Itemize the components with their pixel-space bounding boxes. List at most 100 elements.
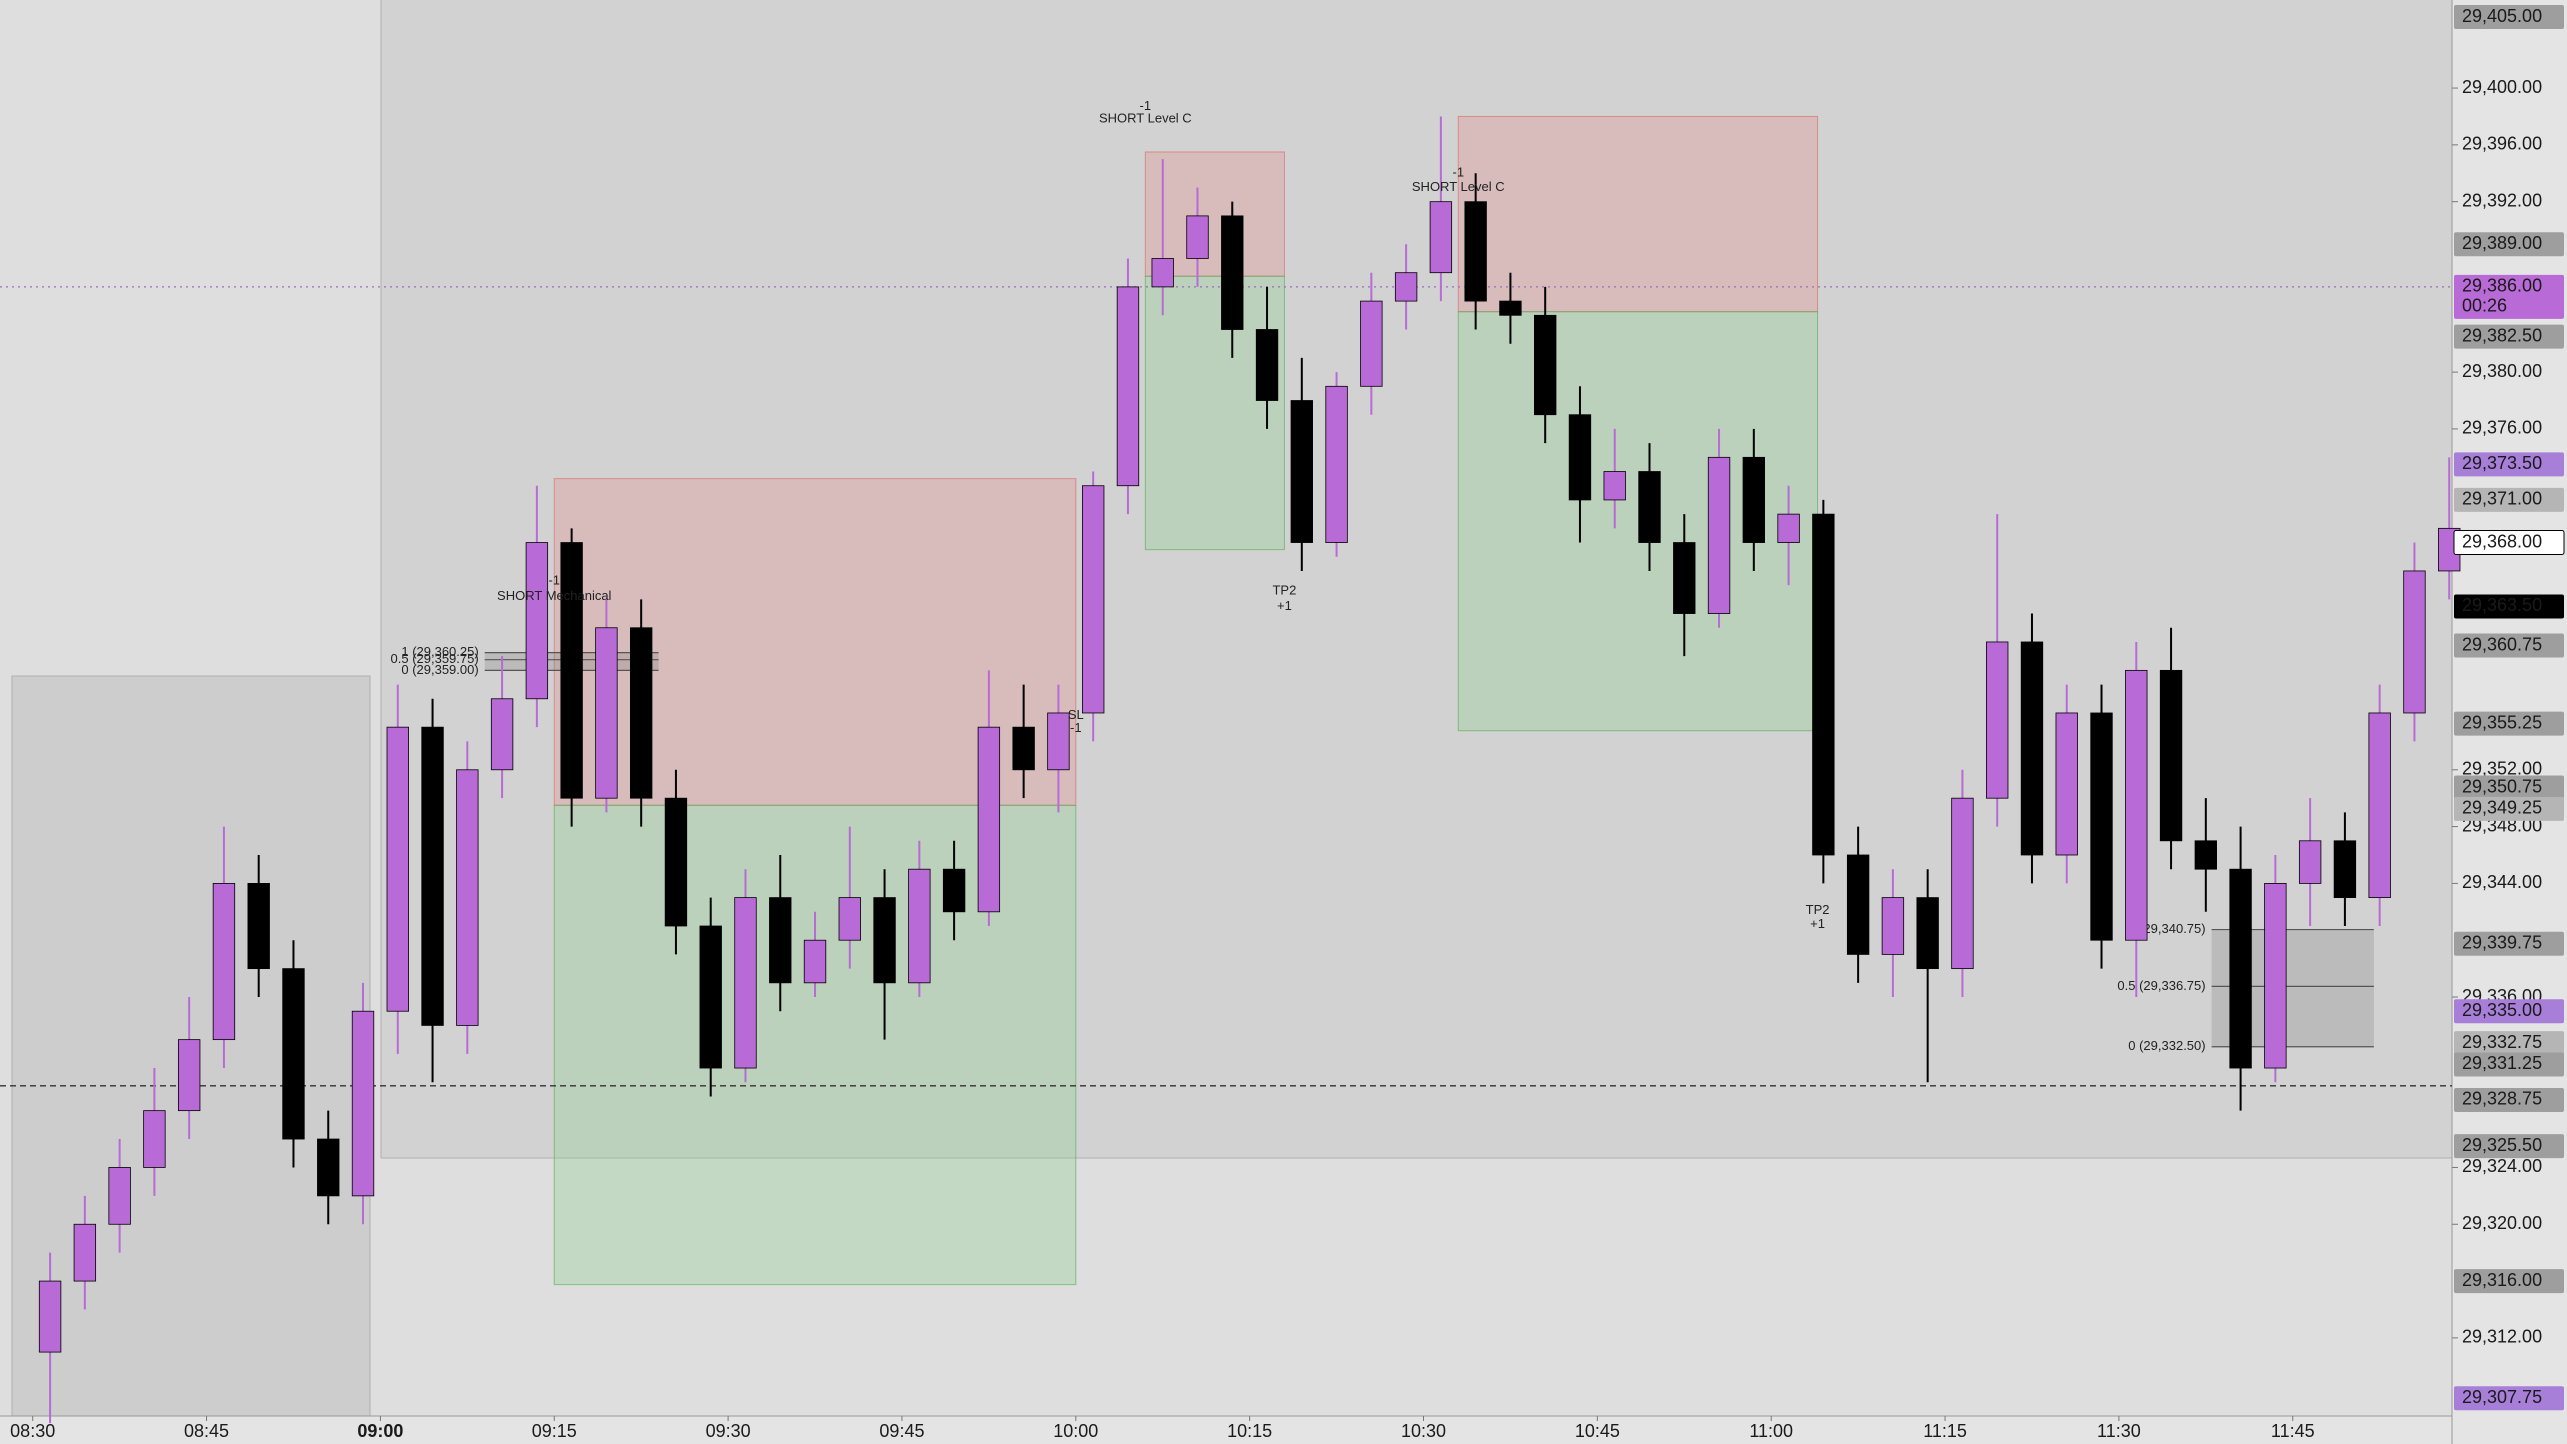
price-label: 29,373.50 xyxy=(2462,453,2542,473)
candle-body xyxy=(1568,414,1592,501)
y-tick-label: 29,396.00 xyxy=(2462,134,2542,154)
fib-label: 1 (29,360.25) xyxy=(401,644,478,659)
fib-label: 0.5 (29,336.75) xyxy=(2117,978,2205,993)
x-tick-label: 10:45 xyxy=(1575,1421,1620,1441)
candle-body xyxy=(1186,215,1209,259)
fib-label: 0 (29,359.00) xyxy=(401,662,478,677)
x-tick-label: 10:30 xyxy=(1401,1421,1446,1441)
candle-body xyxy=(1325,385,1348,543)
x-tick-label: 08:30 xyxy=(10,1421,55,1441)
price-label-box xyxy=(2454,324,2564,349)
candle-body xyxy=(2020,641,2044,856)
price-label: 29,339.75 xyxy=(2462,933,2542,953)
y-tick-label: 29,344.00 xyxy=(2462,872,2542,892)
candle-body xyxy=(38,1280,62,1353)
x-tick-label: 10:00 xyxy=(1053,1421,1098,1441)
candle-body xyxy=(2159,669,2183,842)
x-tick-label: 09:45 xyxy=(879,1421,924,1441)
candle-body xyxy=(73,1223,97,1282)
candle-body xyxy=(1846,854,1870,955)
candle-body xyxy=(177,1039,201,1112)
candle-body xyxy=(1777,513,1800,543)
candle-body xyxy=(143,1110,166,1168)
candle-body xyxy=(873,897,896,984)
y-tick-label: 29,312.00 xyxy=(2462,1327,2542,1347)
price-label: 29,349.25 xyxy=(2462,798,2542,818)
candle-body xyxy=(1534,314,1557,416)
x-tick-label: 08:45 xyxy=(184,1421,229,1441)
candle-body xyxy=(838,897,861,941)
candle-body xyxy=(212,883,236,1041)
fib-label: 0.5 (29,359.75) xyxy=(391,651,479,666)
annotation: SHORT Level C xyxy=(1099,111,1192,126)
candle-body xyxy=(2194,840,2218,870)
candle-body xyxy=(2333,840,2357,899)
x-tick-label: 10:15 xyxy=(1227,1421,1272,1441)
candle-body xyxy=(769,897,792,984)
annotation: SHORT Mechanical xyxy=(497,588,612,603)
candle-body xyxy=(2368,712,2391,899)
annotation: TP2 xyxy=(1806,902,1830,917)
price-label-box xyxy=(2454,1134,2564,1159)
y-tick-label: 29,392.00 xyxy=(2462,190,2542,210)
price-label: 29,355.25 xyxy=(2462,712,2542,732)
candle-body xyxy=(734,897,757,1069)
candle-body xyxy=(1812,513,1835,856)
price-label: 29,386.00 xyxy=(2462,276,2542,296)
candle-body xyxy=(2229,868,2252,1069)
candle-body xyxy=(2403,570,2426,714)
candle-body xyxy=(1638,471,1661,543)
candle-body xyxy=(247,883,270,970)
candle-body xyxy=(1464,201,1487,302)
candle-body xyxy=(456,769,479,1026)
price-label: 29,350.75 xyxy=(2462,776,2542,796)
candle-body xyxy=(803,939,827,984)
price-label: 29,360.75 xyxy=(2462,634,2542,654)
candle-body xyxy=(490,698,514,771)
session-box xyxy=(381,0,2452,1158)
x-tick-label: 11:00 xyxy=(1749,1421,1793,1441)
candle-body xyxy=(1916,897,1939,970)
candle-body xyxy=(1221,215,1244,330)
price-label-box xyxy=(2454,796,2564,821)
candle-body xyxy=(2264,883,2287,1069)
candle-body xyxy=(317,1138,340,1197)
candle-body xyxy=(977,726,1001,913)
price-label: 29,307.75 xyxy=(2462,1387,2542,1407)
candle-body xyxy=(664,797,688,927)
annotation: SHORT Level C xyxy=(1412,179,1505,194)
price-label: 29,389.00 xyxy=(2462,233,2542,253)
y-tick-label: 29,324.00 xyxy=(2462,1156,2542,1176)
candle-body xyxy=(1986,641,2009,799)
candle-body xyxy=(386,726,409,1012)
price-label-box xyxy=(2454,452,2564,477)
price-label-box xyxy=(2454,633,2564,658)
candle-body xyxy=(1151,258,1174,288)
x-tick-label: 09:15 xyxy=(532,1421,577,1441)
price-label-box xyxy=(2453,530,2565,556)
annotation: -1 xyxy=(548,572,560,587)
x-tick-label: 11:45 xyxy=(2271,1421,2315,1441)
candle-body xyxy=(699,925,722,1069)
price-label-box xyxy=(2454,1087,2564,1112)
candle-body xyxy=(351,1010,375,1197)
candle-body xyxy=(2298,840,2322,884)
price-label-box xyxy=(2454,274,2564,319)
candle-body xyxy=(1116,286,1140,487)
annotation: +1 xyxy=(1810,916,1825,931)
candle-body xyxy=(2125,669,2148,941)
price-label-box xyxy=(2454,594,2564,619)
candle-body xyxy=(282,968,305,1140)
price-label-box xyxy=(2454,5,2564,30)
y-tick-label: 29,352.00 xyxy=(2462,759,2542,779)
layers: 1 (29,360.25)0.5 (29,359.75)0 (29,359.00… xyxy=(0,5,2565,1441)
price-label-box xyxy=(2454,931,2564,956)
price-label: 29,371.00 xyxy=(2462,489,2542,509)
y-tick-label: 29,376.00 xyxy=(2462,418,2542,438)
candle-body xyxy=(2055,712,2078,856)
annotation: -1 xyxy=(1140,98,1152,113)
price-label: 29,331.25 xyxy=(2462,1053,2542,1073)
price-label: 29,328.75 xyxy=(2462,1089,2542,1109)
y-tick-label: 29,380.00 xyxy=(2462,361,2542,381)
